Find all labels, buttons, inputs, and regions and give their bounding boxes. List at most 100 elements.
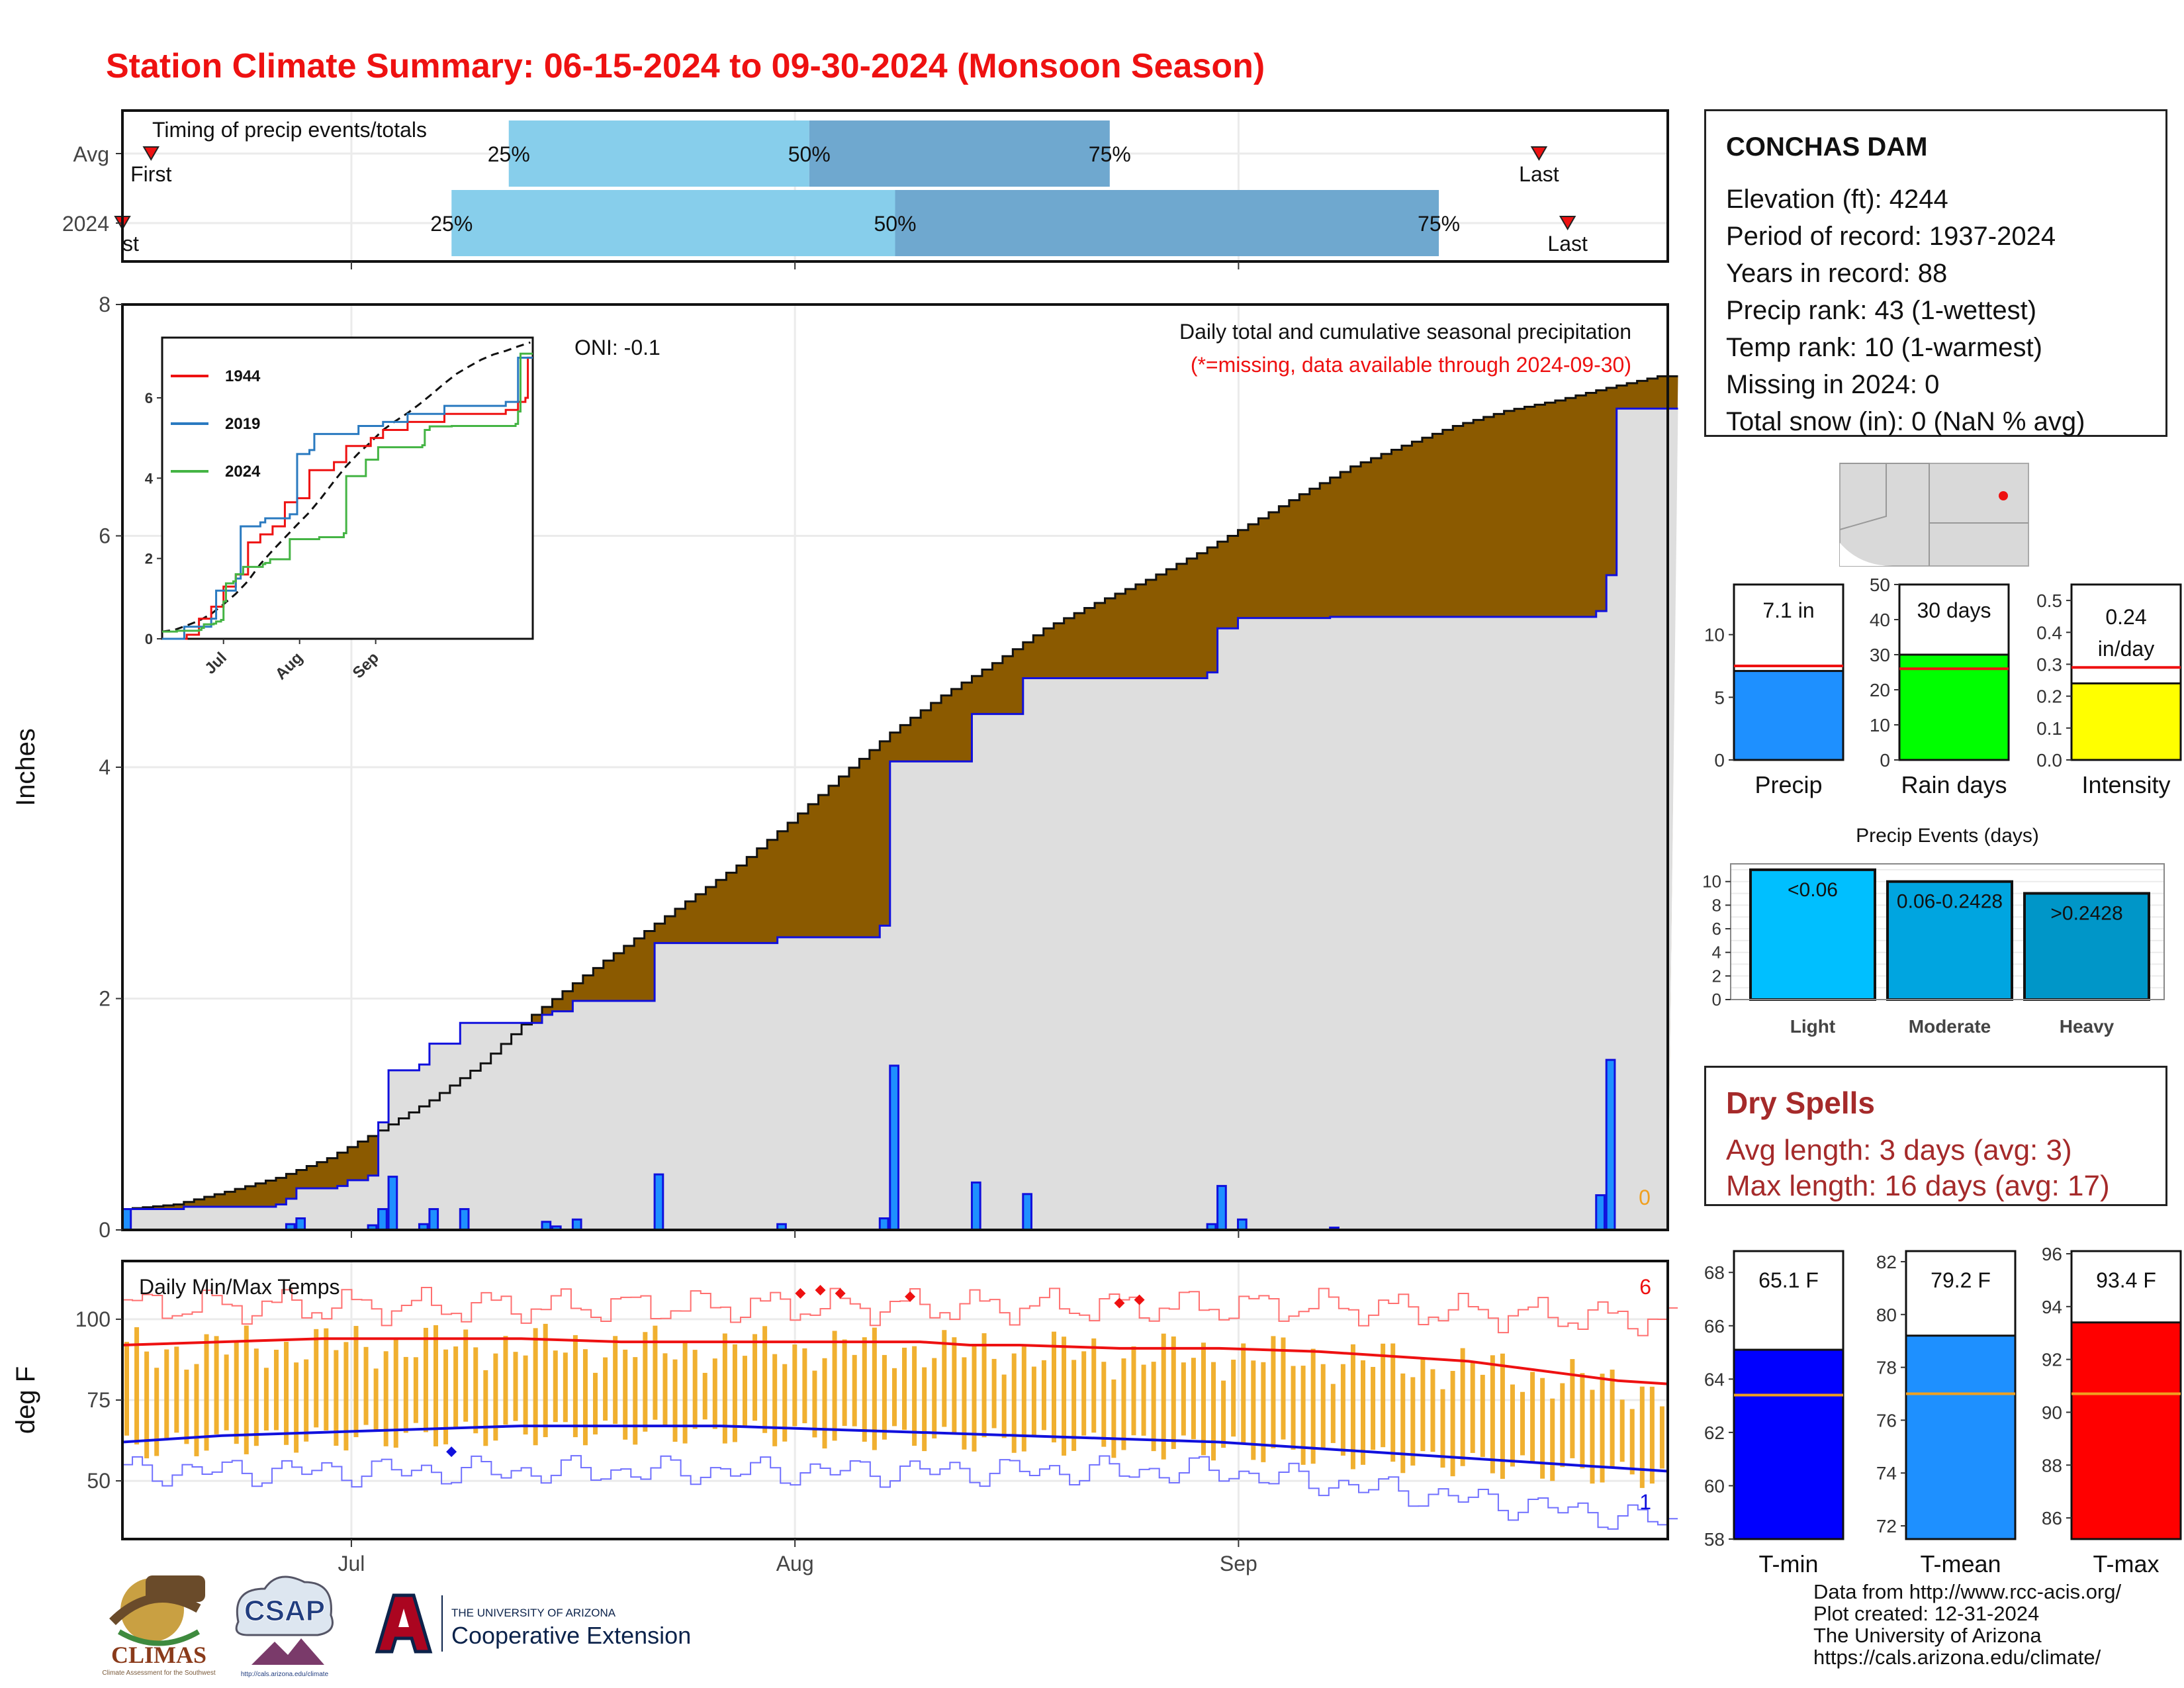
total-panel-label: Rain days	[1901, 771, 2007, 798]
daily-temp-range-bar	[473, 1347, 478, 1434]
avg-cumulative-line	[122, 375, 1678, 1211]
timing-title: Timing of precip events/totals	[152, 118, 427, 142]
total-y-tick-label: 30	[1870, 645, 1890, 665]
daily-temp-range-bar	[1221, 1380, 1226, 1448]
daily-temp-range-bar	[1201, 1342, 1206, 1456]
ua-block-a-icon	[375, 1593, 433, 1654]
daily-temp-range-bar	[124, 1342, 129, 1436]
csap-url: http://cals.arizona.edu/climate	[241, 1671, 329, 1678]
last-event-marker	[1530, 146, 1548, 161]
inset-y-tick-label: 4	[145, 470, 154, 487]
total-y-tick-label: 0.4	[2036, 622, 2062, 643]
daily-precip-bar	[889, 1064, 899, 1231]
total-y-tick-label: 50	[1870, 575, 1890, 595]
daily-temp-range-bar	[1610, 1370, 1615, 1468]
daily-temp-range-bar	[991, 1358, 997, 1429]
timing-row-label: 2024	[62, 212, 109, 236]
daily-temp-range-bar	[224, 1354, 229, 1430]
total-panel-label: Intensity	[2081, 771, 2170, 798]
daily-temp-range-bar	[533, 1328, 538, 1446]
station-period: Period of record: 1937-2024	[1726, 222, 2056, 251]
record-low-count: 1	[1639, 1490, 1651, 1514]
station-missing: Missing in 2024: 0	[1726, 370, 1940, 399]
station-name: CONCHAS DAM	[1726, 132, 1928, 162]
total-panel-label: Precip	[1754, 771, 1822, 798]
record-high-marker	[815, 1284, 826, 1295]
daily-temp-range-bar	[1510, 1384, 1515, 1467]
daily-temp-range-bar	[214, 1336, 219, 1434]
inset-series-2024	[162, 352, 533, 633]
temp-summary-y-tick-label: 86	[2042, 1508, 2062, 1528]
daily-temp-range-bar	[1071, 1360, 1077, 1451]
total-y-tick-label: 0.5	[2036, 590, 2062, 611]
inset-panel	[161, 336, 534, 640]
dry-spells-max: Max length: 16 days (avg: 17)	[1726, 1170, 2110, 1202]
daily-temp-range-bar	[872, 1327, 877, 1450]
total-value-unit: in/day	[2098, 637, 2154, 661]
temp-summary-bar	[2070, 1321, 2182, 1540]
temp-summary-y-tick-label: 64	[1704, 1369, 1725, 1389]
temp-y-tick-label: 50	[87, 1469, 111, 1493]
precip-title: Daily total and cumulative seasonal prec…	[1179, 320, 1631, 344]
credit-plot-created: Plot created: 12-31-2024	[1813, 1602, 2040, 1625]
temp-summary-y-tick-label: 94	[2042, 1297, 2062, 1317]
daily-temp-range-bar	[772, 1354, 778, 1446]
dry-spells-title: Dry Spells	[1726, 1086, 1875, 1120]
daily-temp-range-bar	[1091, 1338, 1097, 1433]
daily-temp-range-bar	[942, 1330, 947, 1427]
temp-summary-panel-label: T-max	[2093, 1550, 2159, 1577]
daily-temp-range-bar	[782, 1364, 788, 1442]
daily-temp-range-bar	[1251, 1360, 1256, 1460]
timing-label-75: 75%	[1089, 142, 1131, 166]
daily-temp-range-bar	[273, 1350, 279, 1430]
daily-temp-range-bar	[523, 1355, 528, 1435]
daily-temp-range-bar	[1181, 1362, 1186, 1436]
temp-summary-y-tick-label: 76	[1876, 1410, 1897, 1430]
daily-temp-range-bar	[762, 1326, 768, 1433]
daily-temp-range-bar	[423, 1327, 428, 1432]
daily-precip-bar	[1605, 1058, 1616, 1231]
daily-precip-bar	[1022, 1193, 1032, 1231]
credits: Data from http://www.rcc-acis.org/ Plot …	[1813, 1581, 2121, 1668]
daily-temp-range-bar	[1052, 1331, 1056, 1442]
daily-temp-range-bar	[284, 1341, 289, 1445]
daily-temp-range-bar	[662, 1353, 668, 1427]
daily-temp-range-bar	[1570, 1359, 1575, 1458]
daily-temp-range-bar	[403, 1356, 408, 1433]
daily-temp-range-bar	[453, 1346, 459, 1429]
daily-temp-range-bar	[244, 1325, 249, 1454]
daily-temp-range-bar	[1101, 1362, 1107, 1447]
total-bar	[1733, 670, 1844, 761]
daily-temp-range-bar	[1590, 1389, 1595, 1484]
inset-series-2019	[162, 356, 533, 640]
daily-temp-range-bar	[553, 1350, 558, 1423]
total-y-tick-label: 0.3	[2036, 654, 2062, 675]
event-bin-label: <0.06	[1788, 879, 1838, 901]
temp-summary-value-label: 79.2 F	[1931, 1268, 1991, 1292]
daily-temp-range-bar	[643, 1332, 648, 1432]
temp-summary-value-label: 65.1 F	[1758, 1268, 1819, 1292]
daily-temp-range-bar	[1530, 1372, 1535, 1463]
station-elevation: Elevation (ft): 4244	[1726, 185, 1948, 214]
daily-temp-range-bar	[682, 1340, 688, 1444]
temp-summary-value-label: 93.4 F	[2096, 1268, 2156, 1292]
daily-precip-bar	[653, 1173, 664, 1231]
daily-temp-range-bar	[1540, 1378, 1545, 1479]
last-event-label: Last	[1547, 232, 1588, 256]
total-value-label: 0.24	[2105, 605, 2146, 629]
daily-temp-range-bar	[882, 1354, 887, 1440]
daily-temp-range-bar	[972, 1344, 977, 1452]
map-borders: [object SVGGElement]	[1839, 463, 2028, 566]
daily-precip-bar	[295, 1217, 306, 1231]
daily-temp-range-bar	[862, 1337, 867, 1442]
daily-temp-range-bar	[582, 1349, 588, 1446]
daily-temp-range-bar	[832, 1331, 837, 1441]
daily-temp-range-bar	[1231, 1360, 1236, 1437]
daily-temp-range-bar	[1111, 1379, 1116, 1458]
daily-temp-range-bar	[184, 1370, 189, 1444]
daily-temp-range-bar	[194, 1364, 199, 1456]
event-category-label: Moderate	[1909, 1016, 1991, 1037]
daily-temp-range-bar	[1450, 1370, 1455, 1477]
events-y-tick-label: 4	[1712, 943, 1721, 962]
daily-temp-range-bar	[334, 1350, 339, 1446]
